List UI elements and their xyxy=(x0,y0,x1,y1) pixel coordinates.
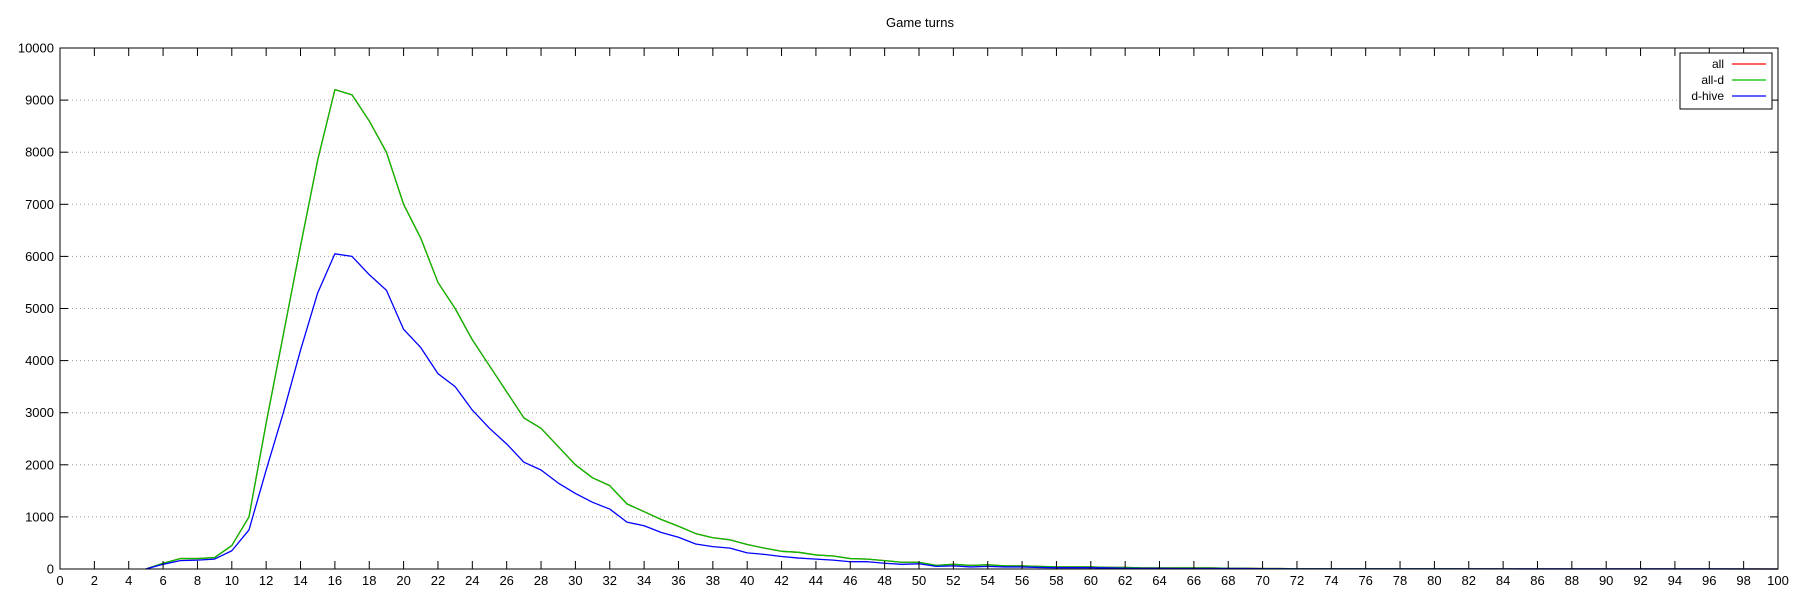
x-tick-label: 6 xyxy=(159,573,166,588)
y-tick-label: 6000 xyxy=(25,249,54,264)
x-tick-label: 86 xyxy=(1530,573,1544,588)
y-tick-label: 7000 xyxy=(25,197,54,212)
series-line-d-hive xyxy=(145,253,1779,570)
x-tick-label: 80 xyxy=(1427,573,1441,588)
x-tick-label: 38 xyxy=(706,573,720,588)
x-tick-label: 44 xyxy=(809,573,823,588)
x-tick-label: 66 xyxy=(1187,573,1201,588)
x-tick-label: 10 xyxy=(225,573,239,588)
x-tick-label: 62 xyxy=(1118,573,1132,588)
x-tick-label: 82 xyxy=(1462,573,1476,588)
tick-layer: 0100020003000400050006000700080009000100… xyxy=(18,41,1789,589)
x-tick-label: 68 xyxy=(1221,573,1235,588)
x-tick-label: 48 xyxy=(877,573,891,588)
x-tick-label: 52 xyxy=(946,573,960,588)
y-tick-label: 4000 xyxy=(25,353,54,368)
legend-label-d-hive: d-hive xyxy=(1691,89,1724,103)
legend-label-all: all xyxy=(1712,57,1724,71)
x-tick-label: 76 xyxy=(1358,573,1372,588)
x-tick-label: 58 xyxy=(1049,573,1063,588)
x-tick-label: 78 xyxy=(1393,573,1407,588)
y-tick-label: 3000 xyxy=(25,405,54,420)
x-tick-label: 20 xyxy=(396,573,410,588)
x-tick-label: 84 xyxy=(1496,573,1510,588)
x-tick-label: 14 xyxy=(293,573,307,588)
x-tick-label: 8 xyxy=(194,573,201,588)
y-tick-label: 10000 xyxy=(18,41,54,56)
series-layer xyxy=(145,89,1779,570)
y-tick-label: 2000 xyxy=(25,457,54,472)
x-tick-label: 90 xyxy=(1599,573,1613,588)
x-tick-label: 26 xyxy=(499,573,513,588)
x-tick-label: 42 xyxy=(774,573,788,588)
x-tick-label: 12 xyxy=(259,573,273,588)
x-tick-label: 56 xyxy=(1015,573,1029,588)
x-tick-label: 46 xyxy=(843,573,857,588)
chart-title: Game turns xyxy=(886,15,954,30)
x-tick-label: 24 xyxy=(465,573,479,588)
x-tick-label: 64 xyxy=(1152,573,1166,588)
x-tick-label: 92 xyxy=(1633,573,1647,588)
x-tick-label: 4 xyxy=(125,573,132,588)
x-tick-label: 18 xyxy=(362,573,376,588)
y-tick-label: 8000 xyxy=(25,145,54,160)
x-tick-label: 50 xyxy=(912,573,926,588)
x-tick-label: 28 xyxy=(534,573,548,588)
x-tick-label: 34 xyxy=(637,573,651,588)
y-tick-label: 9000 xyxy=(25,93,54,108)
x-tick-label: 32 xyxy=(603,573,617,588)
x-tick-label: 70 xyxy=(1255,573,1269,588)
x-tick-label: 16 xyxy=(328,573,342,588)
x-tick-label: 100 xyxy=(1767,573,1789,588)
x-tick-label: 60 xyxy=(1084,573,1098,588)
x-tick-label: 96 xyxy=(1702,573,1716,588)
x-tick-label: 88 xyxy=(1565,573,1579,588)
x-tick-label: 72 xyxy=(1290,573,1304,588)
legend-box xyxy=(1679,52,1773,110)
y-tick-label: 5000 xyxy=(25,301,54,316)
x-tick-label: 22 xyxy=(431,573,445,588)
y-tick-label: 1000 xyxy=(25,509,54,524)
legend: all all-d d-hive xyxy=(1679,52,1773,110)
x-tick-label: 0 xyxy=(56,573,63,588)
x-tick-label: 94 xyxy=(1668,573,1682,588)
x-tick-label: 40 xyxy=(740,573,754,588)
x-tick-label: 2 xyxy=(91,573,98,588)
x-tick-label: 74 xyxy=(1324,573,1338,588)
legend-label-all-d: all-d xyxy=(1701,73,1724,87)
x-tick-label: 98 xyxy=(1736,573,1750,588)
x-tick-label: 54 xyxy=(980,573,994,588)
x-tick-label: 36 xyxy=(671,573,685,588)
x-tick-label: 30 xyxy=(568,573,582,588)
y-tick-label: 0 xyxy=(47,562,54,577)
